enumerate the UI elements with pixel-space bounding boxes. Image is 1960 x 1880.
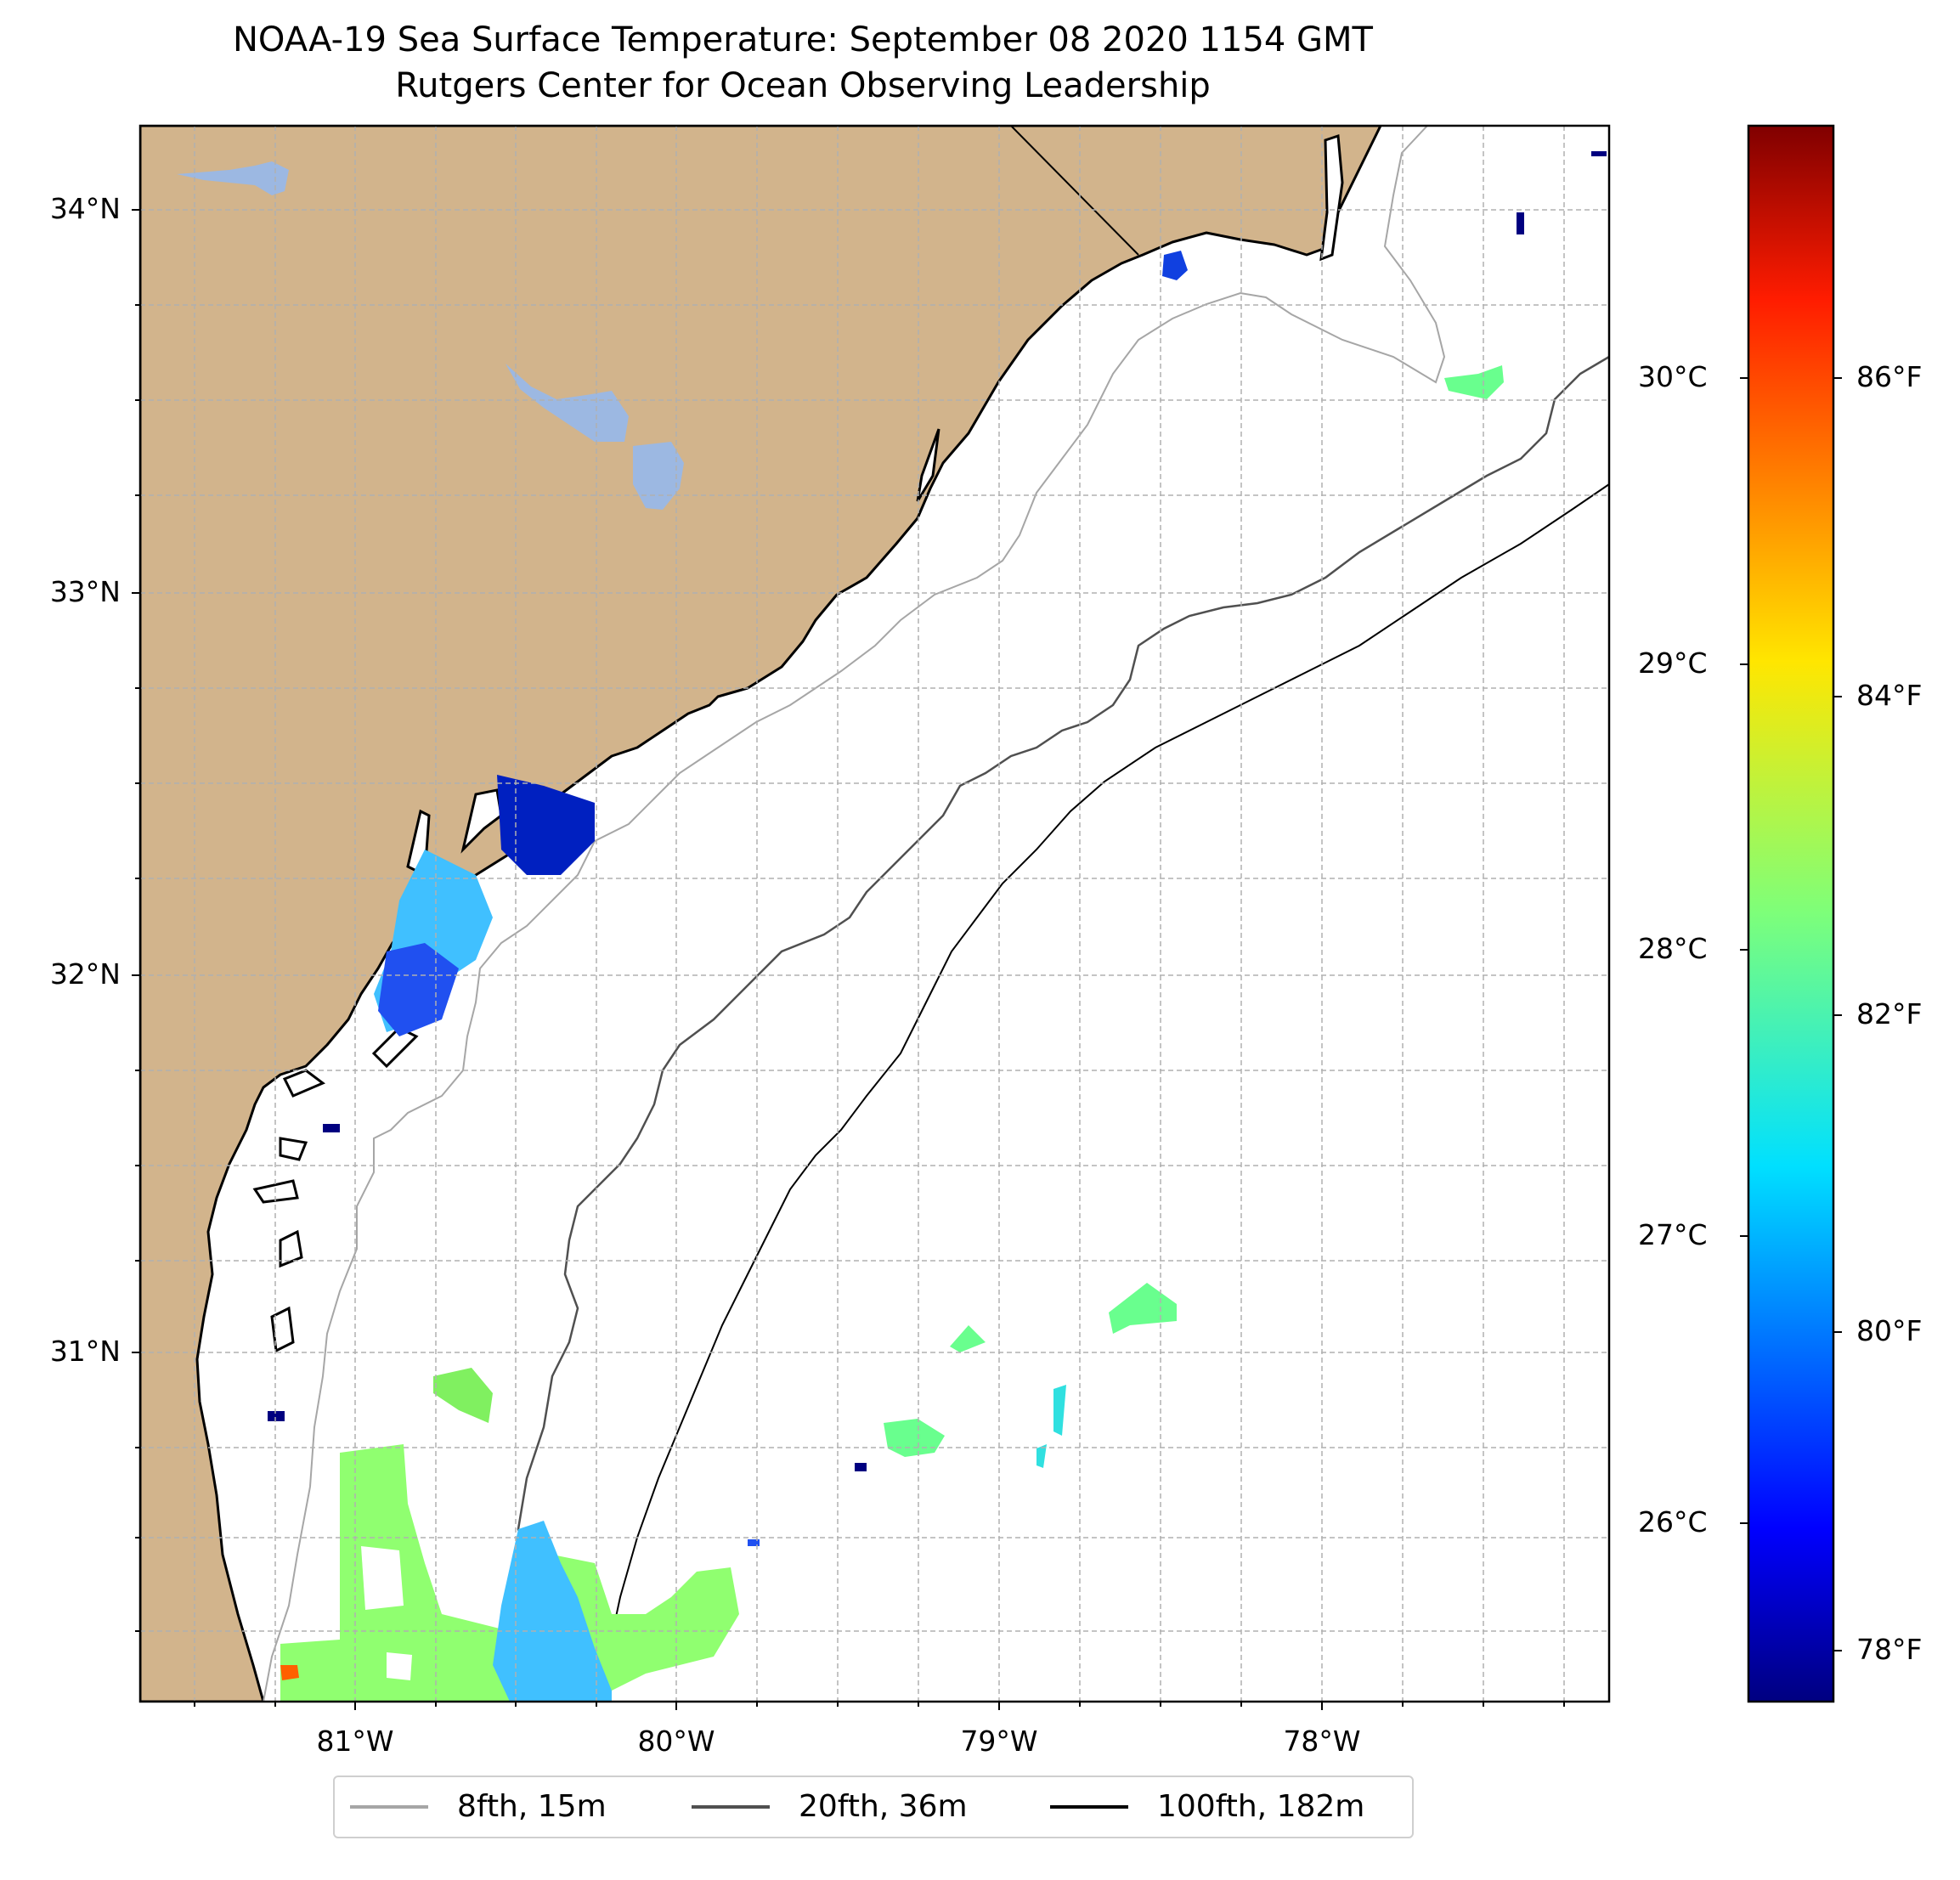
colorbar-label-28c: 28°C: [1638, 932, 1708, 965]
isobath-100fth: [598, 483, 1609, 1702]
isobath-8fth: [263, 126, 1446, 1702]
map-title: NOAA-19 Sea Surface Temperature: Septemb…: [233, 20, 1373, 59]
tick-marks: [132, 209, 1565, 1710]
colorbar-label-82f: 82°F: [1856, 997, 1923, 1030]
lon-label-79: 79°W: [960, 1725, 1038, 1758]
map-subtitle: Rutgers Center for Ocean Observing Leade…: [395, 66, 1211, 105]
lon-label-81: 81°W: [316, 1725, 394, 1758]
land-mass: [140, 126, 1382, 1702]
state-border: [1010, 126, 1139, 256]
lon-label-80: 80°W: [637, 1725, 715, 1758]
legend-label-100fth: 100fth, 182m: [1157, 1789, 1365, 1824]
legend-line-8fth: [350, 1805, 428, 1809]
colorbar-label-80f: 80°F: [1856, 1314, 1923, 1347]
map-frame: [138, 124, 1611, 1703]
lat-label-32: 32°N: [49, 957, 121, 991]
grid-lines: [140, 126, 1609, 1702]
colorbar-label-27c: 27°C: [1638, 1218, 1708, 1251]
legend-line-20fth: [692, 1805, 770, 1809]
lakes: [177, 161, 684, 510]
legend-label-8fth: 8fth, 15m: [457, 1789, 607, 1824]
sst-data-patches: [268, 151, 1607, 1702]
colorbar-label-86f: 86°F: [1856, 360, 1923, 393]
lat-label-31: 31°N: [49, 1335, 121, 1368]
lon-label-78: 78°W: [1283, 1725, 1361, 1758]
colorbar-ticks: [1740, 377, 1842, 1651]
colorbar: [1747, 124, 1835, 1703]
coastal-inlets: [252, 133, 1344, 1353]
lat-label-34: 34°N: [49, 192, 121, 225]
lat-label-33: 33°N: [49, 575, 121, 608]
colorbar-label-78f: 78°F: [1856, 1633, 1923, 1666]
legend-label-20fth: 20fth, 36m: [799, 1789, 968, 1824]
isobath-20fth: [491, 355, 1609, 1702]
colorbar-label-84f: 84°F: [1856, 679, 1923, 712]
legend-line-100fth: [1050, 1805, 1128, 1809]
colorbar-label-30c: 30°C: [1638, 360, 1708, 393]
colorbar-label-26c: 26°C: [1638, 1505, 1708, 1538]
isobath-legend: 8fth, 15m 20fth, 36m 100fth, 182m: [333, 1776, 1414, 1838]
colorbar-label-29c: 29°C: [1638, 646, 1708, 680]
